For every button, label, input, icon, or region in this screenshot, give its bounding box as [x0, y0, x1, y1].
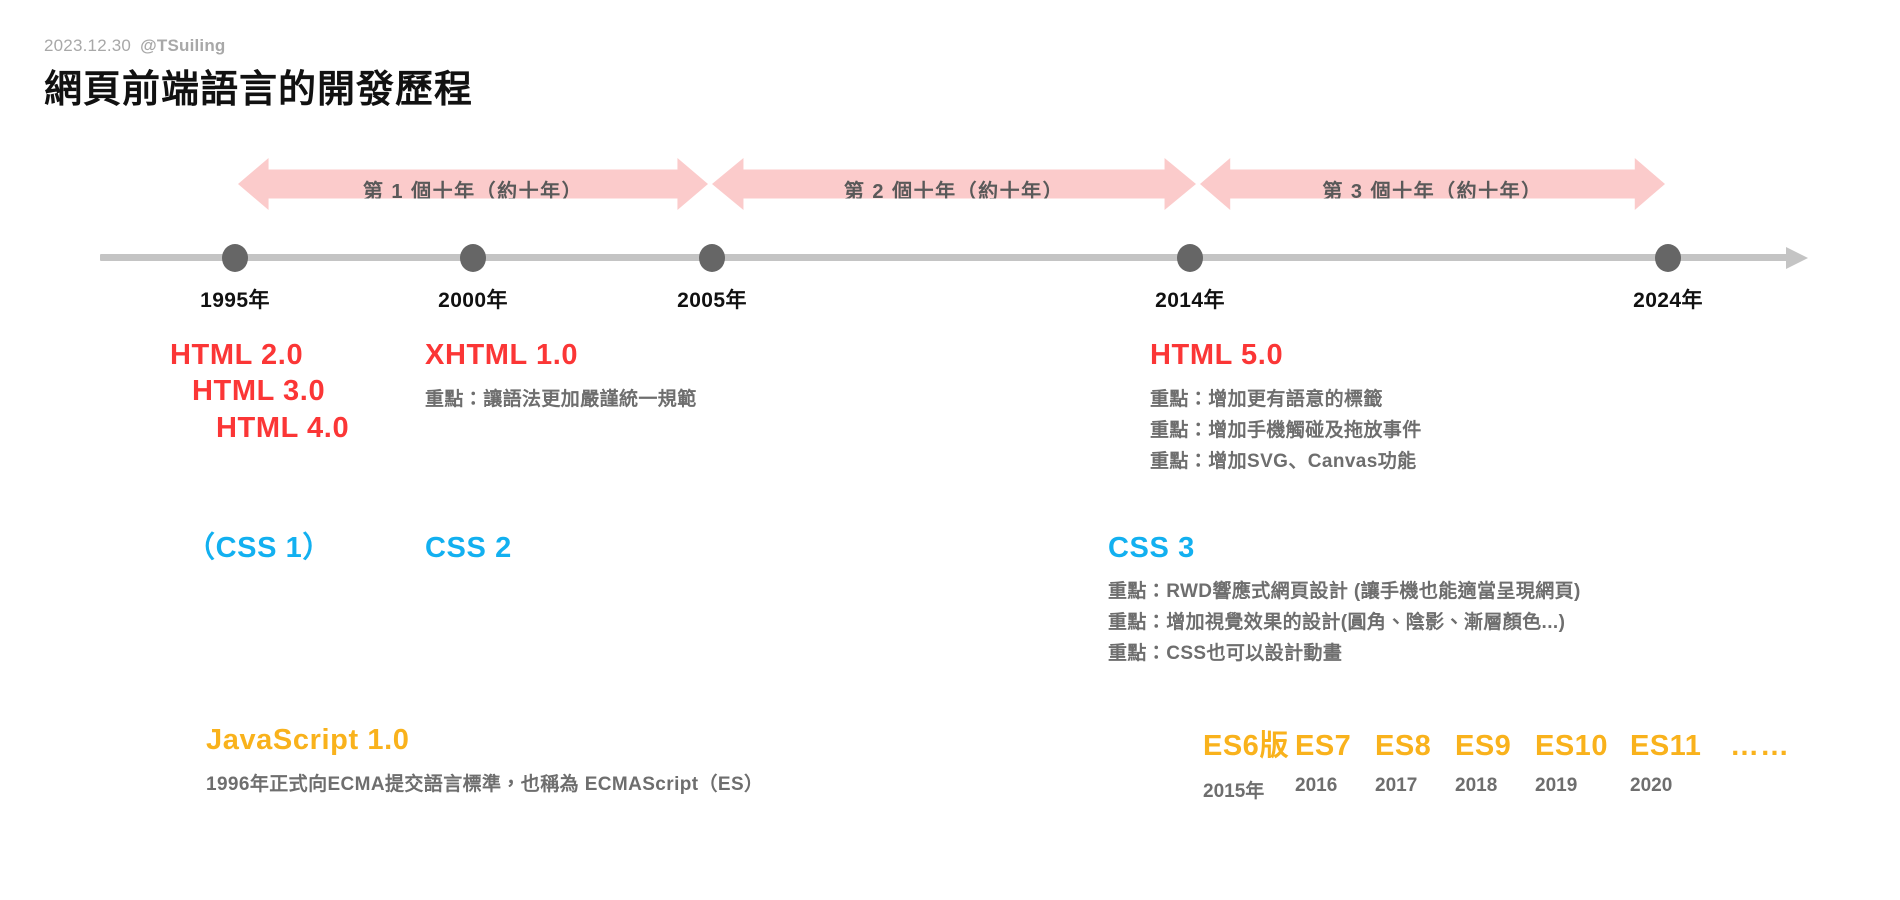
xhtml-note-1: 重點：讓語法更加嚴謹統一規範	[425, 389, 697, 411]
javascript-title: JavaScript 1.0	[206, 724, 410, 756]
tick-label-2005: 2005年	[677, 289, 747, 312]
byline-date: 2023.12.30	[44, 36, 132, 55]
decade-arrow-1: 第 1 個十年（約十年）	[238, 158, 708, 210]
html-2-label: HTML 2.0	[170, 339, 304, 371]
entry-css3: CSS 3 重點：RWD響應式網頁設計 (讓手機也能適當呈現網頁) 重點：增加視…	[1108, 530, 1581, 670]
decade-band: 第 1 個十年（約十年） 第 2 個十年（約十年） 第 3 個十年（約十年）	[0, 158, 1900, 210]
html-4-label: HTML 4.0	[216, 411, 350, 444]
es-col-es10: ES10 2019	[1535, 730, 1630, 797]
html5-note-2: 重點：增加手機觸碰及拖放事件	[1150, 420, 1422, 442]
axis-line	[100, 254, 1790, 261]
decade-label-1: 第 1 個十年（約十年）	[362, 180, 584, 203]
tick-label-1995: 1995年	[200, 289, 270, 312]
es9-name: ES9	[1455, 730, 1512, 762]
axis-arrowhead-icon	[1786, 247, 1808, 269]
decade-label-2: 第 2 個十年（約十年）	[843, 180, 1065, 203]
css3-note-3: 重點：CSS也可以設計動畫	[1108, 642, 1343, 664]
es-col-es7: ES7 2016	[1295, 730, 1375, 797]
es6-year: 2015年	[1203, 781, 1265, 802]
tick-label-2014: 2014年	[1155, 289, 1225, 312]
byline: 2023.12.30 @TSuiling	[44, 36, 226, 56]
timeline-axis: 1995年 2000年 2005年 2014年 2024年	[0, 242, 1900, 312]
entry-css2: CSS 2	[425, 530, 512, 566]
es7-name: ES7	[1295, 730, 1352, 762]
decade-arrow-3: 第 3 個十年（約十年）	[1200, 158, 1665, 210]
css3-note-2: 重點：增加視覺效果的設計(圓角、陰影、漸層顏色...)	[1108, 612, 1566, 634]
decade-arrow-2: 第 2 個十年（約十年）	[712, 158, 1196, 210]
css1-title: （CSS 1）	[186, 532, 333, 564]
tick-label-2024: 2024年	[1633, 289, 1703, 312]
tick-dot-icon	[1177, 244, 1203, 272]
tick-dot-icon	[222, 244, 248, 272]
es11-year: 2020	[1630, 775, 1673, 796]
html5-note-3: 重點：增加SVG、Canvas功能	[1150, 450, 1417, 472]
entry-css1: （CSS 1）	[186, 530, 332, 566]
es-version-row: ES6版 2015年 ES7 2016 ES8 2017 ES9 2018 ES…	[1203, 722, 1790, 803]
html5-title: HTML 5.0	[1150, 339, 1284, 371]
entry-es-versions: ES6版 2015年 ES7 2016 ES8 2017 ES9 2018 ES…	[1203, 722, 1790, 803]
html5-note-1: 重點：增加更有語意的標籤	[1150, 389, 1383, 411]
entry-xhtml: XHTML 1.0 重點：讓語法更加嚴謹統一規範	[425, 337, 697, 416]
es10-year: 2019	[1535, 775, 1578, 796]
es10-name: ES10	[1535, 730, 1608, 762]
es-col-more: ……	[1730, 730, 1790, 763]
byline-handle: @TSuiling	[140, 36, 226, 55]
html-3-label: HTML 3.0	[192, 375, 326, 408]
entry-html-early: HTML 2.0 HTML 3.0 HTML 4.0	[170, 337, 349, 446]
page-title: 網頁前端語言的開發歷程	[44, 69, 474, 111]
javascript-note-1: 1996年正式向ECMA提交語言標準，也稱為 ECMAScript（ES）	[206, 774, 764, 796]
es-col-es9: ES9 2018	[1455, 730, 1535, 797]
tick-dot-icon	[460, 244, 486, 272]
xhtml-title: XHTML 1.0	[425, 339, 579, 371]
css3-title: CSS 3	[1108, 532, 1195, 564]
es-col-es11: ES11 2020	[1630, 730, 1730, 797]
tick-label-2000: 2000年	[438, 289, 508, 312]
es7-year: 2016	[1295, 775, 1338, 796]
es-col-es6: ES6版 2015年	[1203, 722, 1295, 803]
entry-javascript: JavaScript 1.0 1996年正式向ECMA提交語言標準，也稱為 EC…	[206, 722, 763, 801]
css2-title: CSS 2	[425, 532, 512, 564]
es8-name: ES8	[1375, 730, 1432, 762]
es-col-es8: ES8 2017	[1375, 730, 1455, 797]
decade-label-3: 第 3 個十年（約十年）	[1322, 180, 1543, 203]
es6-name: ES6版	[1203, 730, 1289, 762]
es-more-ellipsis: ……	[1730, 730, 1790, 762]
css3-note-1: 重點：RWD響應式網頁設計 (讓手機也能適當呈現網頁)	[1108, 581, 1581, 603]
tick-dot-icon	[699, 244, 725, 272]
es8-year: 2017	[1375, 775, 1418, 796]
es11-name: ES11	[1630, 730, 1702, 762]
entry-html5: HTML 5.0 重點：增加更有語意的標籤 重點：增加手機觸碰及拖放事件 重點：…	[1150, 337, 1422, 478]
es9-year: 2018	[1455, 775, 1498, 796]
tick-dot-icon	[1655, 244, 1681, 272]
